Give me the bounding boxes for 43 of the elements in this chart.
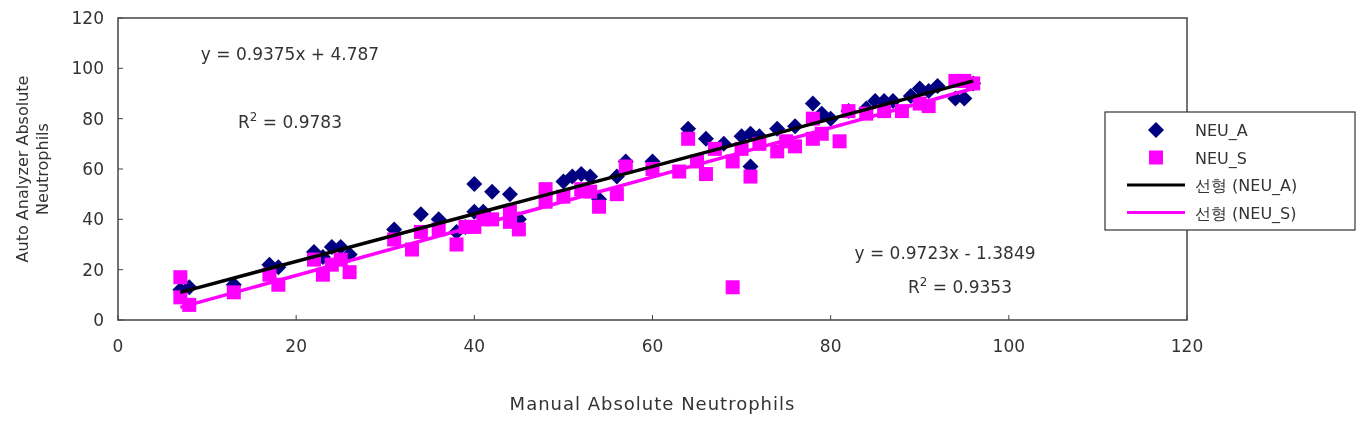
y-tick-label: 100 xyxy=(71,58,104,79)
x-tick-label: 60 xyxy=(641,336,664,356)
legend-label: NEU_S xyxy=(1195,148,1247,169)
point xyxy=(342,265,357,280)
annotation: R$^{2}$ = 0.9783 xyxy=(238,110,342,132)
legend-label: NEU_A xyxy=(1195,121,1248,141)
point xyxy=(466,176,483,193)
x-tick-label: 20 xyxy=(285,336,307,356)
point xyxy=(832,134,847,149)
point xyxy=(173,270,188,285)
annotation: R$^{2}$ = 0.9353 xyxy=(908,275,1012,297)
y-tick-label: 0 xyxy=(93,310,104,330)
y-tick-label: 80 xyxy=(82,108,104,129)
point xyxy=(555,173,572,190)
annotation: y = 0.9723x - 1.3849 xyxy=(854,243,1036,263)
point xyxy=(697,130,714,147)
point xyxy=(698,167,713,182)
legend-label: 선형 (NEU_S) xyxy=(1195,203,1297,224)
point xyxy=(804,95,821,112)
x-tick-label: 120 xyxy=(1170,336,1204,356)
point xyxy=(725,280,740,295)
point xyxy=(501,186,518,203)
point xyxy=(618,159,633,174)
x-axis-title: Manual Absolute Neutrophils xyxy=(509,393,796,414)
annotation: y = 0.9375x + 4.787 xyxy=(200,44,380,64)
point xyxy=(484,183,501,200)
point xyxy=(592,199,607,214)
point xyxy=(412,206,429,223)
y-tick-label: 60 xyxy=(82,159,104,179)
y-tick-label: 120 xyxy=(71,8,104,28)
y-tick-label: 40 xyxy=(82,209,104,230)
x-tick-label: 80 xyxy=(819,336,842,356)
point xyxy=(681,131,696,146)
legend-label: 선형 (NEU_A) xyxy=(1195,176,1298,196)
x-tick-label: 40 xyxy=(463,336,486,356)
x-tick-label: 100 xyxy=(992,336,1026,356)
y-axis-title: Auto Analyzer Absolute Neutrophils xyxy=(13,75,52,263)
point xyxy=(743,169,758,184)
x-tick-label: 0 xyxy=(112,336,124,356)
y-tick-label: 20 xyxy=(82,259,104,280)
point xyxy=(449,237,464,252)
point xyxy=(788,139,803,154)
point xyxy=(511,222,526,237)
